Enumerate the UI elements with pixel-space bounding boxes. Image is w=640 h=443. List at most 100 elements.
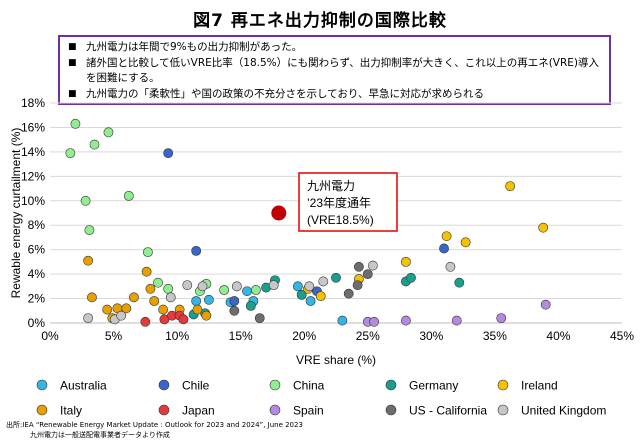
legend-marker	[36, 379, 48, 391]
data-point	[219, 285, 230, 295]
data-point	[89, 139, 100, 150]
data-point	[165, 292, 176, 303]
data-point	[251, 285, 261, 295]
legend-label: Japan	[182, 404, 215, 418]
x-tick-label: 45%	[610, 329, 634, 343]
data-point	[268, 280, 279, 291]
note-item: ■ 九州電力は年間で9%もの出力抑制があった。	[68, 40, 601, 56]
data-point	[80, 195, 91, 206]
data-point	[401, 315, 411, 326]
data-point	[451, 315, 462, 326]
x-tick-label: 10%	[165, 329, 189, 343]
notes-box: ■ 九州電力は年間で9%もの出力抑制があった。 ■ 諸外国と比較して低いVRE比…	[58, 35, 611, 105]
data-point	[505, 181, 516, 192]
note-bullet: ■	[68, 57, 77, 68]
legend-marker	[158, 404, 170, 416]
data-point	[191, 245, 202, 256]
legend-label: Italy	[60, 404, 82, 418]
legend-label: Spain	[293, 404, 324, 418]
y-tick-label: 12%	[21, 169, 45, 183]
data-point	[445, 261, 456, 272]
data-point	[305, 296, 316, 306]
legend-marker	[497, 379, 509, 391]
data-point	[158, 304, 169, 315]
data-point	[163, 283, 174, 294]
data-point	[70, 118, 81, 129]
data-point	[102, 304, 113, 315]
data-point	[401, 256, 411, 267]
data-point	[149, 296, 160, 306]
highlight-label-line: (VRE18.5%)	[307, 213, 374, 227]
x-tick-label: 5%	[105, 329, 123, 343]
highlight-label-line: 九州電力	[307, 179, 355, 193]
y-tick-label: 6%	[28, 243, 46, 257]
legend-label: United Kingdom	[521, 404, 606, 418]
data-point	[315, 291, 326, 302]
data-point	[153, 277, 163, 288]
x-tick-label: 20%	[292, 329, 316, 343]
note-bullet: ■	[68, 88, 77, 99]
data-point	[182, 280, 193, 291]
note-item: ■ 諸外国と比較して低いVRE比率（18.5%）にも関わらず、出力抑制率が大きく…	[68, 56, 601, 87]
data-point	[65, 148, 76, 159]
data-point	[242, 286, 252, 297]
data-point	[439, 243, 449, 254]
source-subnote: 九州電力は一般送配電事業者データより作成	[30, 431, 170, 439]
x-tick-label: 15%	[229, 329, 253, 343]
data-point	[83, 313, 94, 324]
data-point	[454, 277, 465, 288]
note-item: ■ 九州電力の「柔軟性」や国の政策の不充分さを示しており、早急に対応が求められる	[68, 87, 601, 103]
data-point	[229, 296, 240, 306]
data-point	[337, 315, 348, 326]
y-tick-label: 2%	[28, 292, 46, 306]
data-point	[367, 260, 378, 271]
data-point	[245, 300, 256, 311]
data-point	[441, 231, 452, 242]
data-point	[83, 255, 94, 266]
data-point	[178, 314, 189, 325]
x-axis-title: VRE share (%)	[296, 353, 376, 367]
legend-marker	[269, 404, 281, 416]
legend-marker	[385, 379, 397, 391]
data-point	[231, 281, 242, 292]
data-point	[123, 190, 134, 201]
legend-marker	[497, 404, 509, 416]
data-point	[121, 303, 132, 314]
legend-label: Ireland	[521, 379, 558, 393]
legend-marker	[269, 379, 281, 391]
highlight-label-box	[298, 172, 398, 232]
data-point	[304, 281, 315, 292]
data-point	[103, 127, 114, 138]
x-tick-label: 35%	[483, 329, 507, 343]
legend-label: China	[293, 379, 325, 393]
y-tick-label: 10%	[21, 194, 45, 208]
data-point	[84, 225, 95, 236]
note-text: 九州電力は年間で9%もの出力抑制があった。	[86, 41, 303, 53]
data-point	[318, 276, 329, 287]
data-point	[496, 313, 507, 324]
x-tick-label: 40%	[546, 329, 570, 343]
data-point	[140, 316, 151, 327]
data-point	[538, 222, 549, 233]
y-tick-label: 14%	[21, 145, 45, 159]
y-tick-label: 8%	[28, 218, 46, 232]
y-tick-label: 16%	[21, 120, 45, 134]
data-point	[292, 281, 303, 292]
legend-label: US - California	[409, 404, 487, 418]
data-point	[87, 292, 97, 303]
legend-label: Germany	[409, 379, 458, 393]
note-text: 諸外国と比較して低いVRE比率（18.5%）にも関わらず、出力抑制率が大きく、こ…	[86, 56, 600, 85]
data-point	[141, 266, 152, 277]
source-note: 出所:IEA “Renewable Energy Market Update :…	[6, 421, 303, 429]
data-point	[191, 296, 202, 306]
legend-marker	[385, 404, 397, 416]
x-tick-label: 25%	[356, 329, 380, 343]
data-point	[142, 247, 153, 258]
highlight-label-line: ’23年度通年	[307, 195, 371, 210]
y-tick-label: 18%	[21, 96, 45, 110]
page-title: 図7 再エネ出力抑制の国際比較	[193, 11, 447, 31]
data-point	[343, 288, 354, 299]
y-tick-label: 4%	[28, 267, 46, 281]
x-tick-label: 0%	[41, 329, 59, 343]
